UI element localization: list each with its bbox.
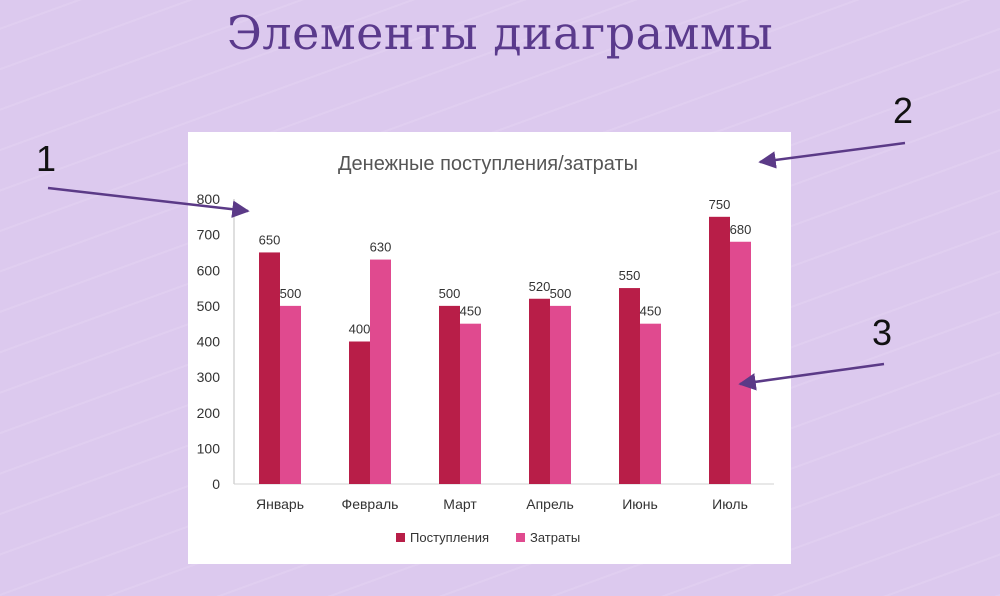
data-label: 500 [439,286,461,301]
data-label: 520 [529,279,551,294]
y-tick-label: 100 [197,440,221,456]
bar-income [709,216,730,484]
bar-income [349,341,370,484]
x-tick-label: Апрель [526,496,574,512]
bar-income [439,305,460,484]
y-tick-label: 0 [212,476,220,492]
x-tick-label: Июль [712,496,748,512]
chart-card: Денежные поступления/затраты 0 100 200 300 4… [188,132,791,564]
data-label: 750 [709,197,731,212]
y-tick-label: 200 [197,405,221,421]
x-tick-label: Январь [256,496,304,512]
x-tick-label: Март [443,496,477,512]
data-label: 400 [349,322,371,337]
bar-expense [370,259,391,484]
bar-expense [550,305,571,484]
slide-title: Элементы диаграммы [226,6,774,60]
data-label: 450 [460,304,482,319]
y-tick-label: 800 [197,191,221,207]
legend-label: Затраты [530,530,580,545]
chart-title: Денежные поступления/затраты [338,153,638,175]
data-label: 630 [370,240,392,255]
y-tick-label: 500 [197,298,221,314]
data-label: 500 [280,286,302,301]
data-label: 500 [550,286,572,301]
data-label: 680 [730,222,752,237]
bar-income [259,252,280,484]
legend-swatch [396,533,405,542]
bar-income [619,288,640,484]
bar-expense [460,323,481,484]
legend-swatch [516,533,525,542]
bar-income [529,298,550,484]
bar-expense [730,241,751,484]
bar-expense [280,305,301,484]
callout-number-2: 2 [893,90,914,131]
callout-number-1: 1 [36,138,57,179]
y-tick-label: 600 [197,262,221,278]
data-label: 550 [619,268,641,283]
callout-number-3: 3 [872,312,893,353]
data-label: 650 [259,232,281,247]
data-label: 450 [640,304,662,319]
bar-expense [640,323,661,484]
chart-canvas: Денежные поступления/затраты 0 100 200 300 4… [197,153,774,545]
x-tick-label: Июнь [622,496,658,512]
y-tick-label: 400 [197,334,221,350]
y-tick-label: 700 [197,227,221,243]
y-tick-label: 300 [197,369,221,385]
x-tick-label: Февраль [342,496,399,512]
legend-label: Поступления [410,530,489,545]
